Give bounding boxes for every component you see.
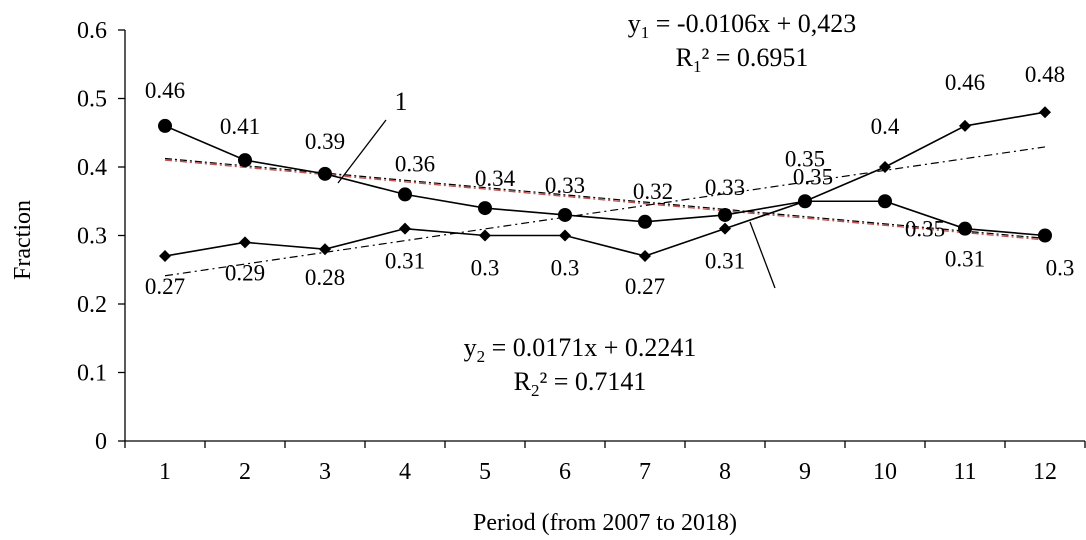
series-2-point	[399, 222, 411, 235]
y-tick-label: 0.5	[77, 87, 107, 113]
axes: 00.10.20.30.40.50.61 2 3 4 5 6 7 8 9 10 11 12	[77, 18, 1086, 485]
series-2-point	[239, 236, 251, 249]
series-2-data-label: 0.31	[385, 249, 425, 274]
y-tick-label: 0	[95, 429, 107, 455]
series-1-point	[1038, 228, 1052, 243]
x-tick-label: 3	[319, 459, 331, 485]
y-tick-label: 0.2	[77, 292, 107, 318]
series-1-point	[638, 214, 652, 229]
series-2-data-label: 0.46	[945, 70, 985, 95]
x-tick-label: 5	[479, 459, 491, 485]
series-1-point	[238, 153, 252, 168]
series-2-point	[319, 243, 331, 256]
series-2-line	[164, 111, 1046, 257]
x-tick-label: 2	[239, 459, 251, 485]
y-tick-label: 0.1	[77, 361, 107, 387]
trendline-1	[164, 159, 1046, 241]
series-2-data-label: 0.4	[871, 114, 900, 139]
r-squared-2: R2² = 0.7141	[514, 367, 647, 400]
series-1-data-label: 0.35	[785, 146, 825, 171]
series-1-data-label: 0.46	[145, 78, 185, 103]
series-2-point	[479, 229, 491, 242]
series-1-data-label: 0.32	[633, 179, 673, 204]
x-tick-label: 8	[719, 459, 731, 485]
series-1-data-label: 0.34	[475, 166, 516, 191]
series-1-line	[164, 125, 1046, 237]
series-2-data-label: 0.28	[305, 265, 345, 290]
x-axis-title: Period (from 2007 to 2018)	[473, 510, 737, 536]
series-2-point	[559, 229, 571, 242]
x-tick-label: 9	[799, 459, 811, 485]
y-tick-label: 0.3	[77, 224, 107, 250]
series-markers	[158, 106, 1052, 263]
series-1-point	[398, 187, 412, 202]
data-labels: 0.460.410.390.360.34 0.33 0.32 0.330.350.35…	[145, 62, 1075, 299]
trendline-2	[164, 146, 1046, 277]
series-2-data-label: 0.3	[471, 256, 500, 281]
series-1-data-label: 0.41	[220, 114, 260, 139]
y-tick-label: 0.4	[77, 155, 107, 181]
x-tick-label: 12	[1033, 459, 1057, 485]
series-1-point	[158, 118, 172, 133]
x-tick-label: 6	[559, 459, 571, 485]
x-tick-label: 4	[399, 459, 411, 485]
x-tick-label: 10	[873, 459, 897, 485]
series-1-point	[318, 166, 332, 181]
series-2-point	[799, 195, 811, 208]
series-1-data-label: 0.33	[705, 175, 745, 200]
x-tick-label: 11	[953, 459, 976, 485]
series-2-data-label: 0.35	[793, 164, 833, 189]
x-tick-label: 1	[159, 459, 171, 485]
x-tick-label: 7	[639, 459, 651, 485]
series-2-callout-line	[749, 221, 776, 289]
series-1-point	[958, 221, 972, 236]
series-2-data-label: 0.27	[625, 274, 665, 299]
series-2-point	[959, 119, 971, 132]
series-1-point	[718, 207, 732, 222]
series-2-point	[1039, 106, 1051, 119]
series-1-data-label: 0.3	[1046, 256, 1075, 281]
series-2-point	[159, 250, 171, 263]
series-1-callout-label: 1	[395, 87, 408, 116]
series-lines	[164, 111, 1046, 257]
series-1-data-label: 0.35	[905, 216, 945, 241]
r-squared-1: R1² = 0.6951	[676, 43, 809, 76]
series-2-point	[639, 250, 651, 263]
series-1-point	[558, 207, 572, 222]
series-1-point	[878, 194, 892, 209]
equation-2: y2 = 0.0171x + 0.2241	[464, 333, 697, 366]
series-2-data-label: 0.31	[705, 249, 745, 274]
series-1-data-label: 0.31	[945, 247, 985, 272]
series-2-data-label: 0.27	[145, 274, 185, 299]
series-1-data-label: 0.33	[545, 173, 585, 198]
series-1-data-label: 0.36	[395, 151, 435, 176]
trendlines	[164, 146, 1046, 277]
series-2-point	[719, 222, 731, 235]
series-1-data-label: 0.39	[305, 129, 345, 154]
y-axis-title: Fraction	[10, 200, 36, 280]
series-2-point	[879, 161, 891, 173]
series-2-data-label: 0.29	[225, 260, 265, 285]
trendline-1-shadow	[164, 157, 1046, 239]
series-2-data-label: 0.48	[1025, 62, 1065, 87]
equation-1: y1 = -0.0106x + 0,423	[628, 9, 856, 42]
series-1-point	[478, 201, 492, 216]
series-1-callout-line	[337, 119, 387, 184]
series-2-data-label: 0.3	[551, 256, 580, 281]
y-tick-label: 0.6	[77, 18, 107, 44]
